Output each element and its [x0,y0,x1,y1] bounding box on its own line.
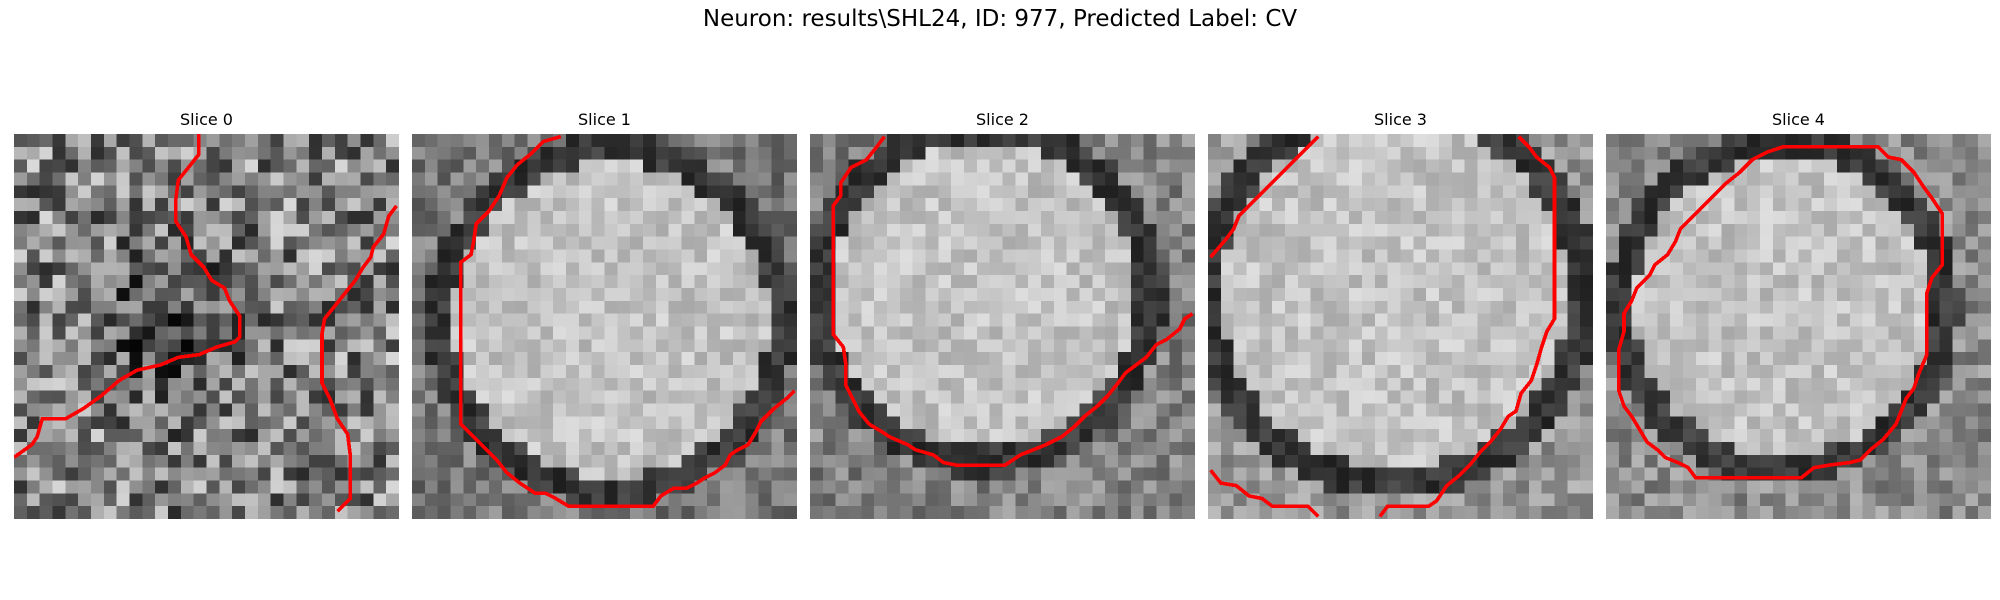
contour-line [1378,135,1557,518]
figure-title: Neuron: results\SHL24, ID: 977, Predicte… [702,6,1298,32]
contour-line [14,134,242,459]
slice-image [810,134,1195,519]
contour-line [1209,135,1320,259]
slice-image [1606,134,1991,519]
contour-line [831,135,1194,467]
slice-image [412,134,797,519]
slice-title: Slice 2 [976,110,1029,129]
slice-panel-1: Slice 1 [412,110,797,524]
slice-panel-3: Slice 3 [1208,110,1593,524]
contour-line [1617,145,1945,480]
slice-panel-4: Slice 4 [1606,110,1991,524]
slice-title: Slice 3 [1374,110,1427,129]
slice-title: Slice 4 [1772,110,1825,129]
slice-title: Slice 1 [578,110,631,129]
slice-panel-2: Slice 2 [810,110,1195,524]
slice-image [14,134,399,519]
contour-line [320,204,398,513]
contour-line [458,134,796,508]
slice-title: Slice 0 [180,110,233,129]
slice-image [1208,134,1593,519]
slice-panel-0: Slice 0 [14,110,399,524]
contour-line [1209,469,1320,518]
